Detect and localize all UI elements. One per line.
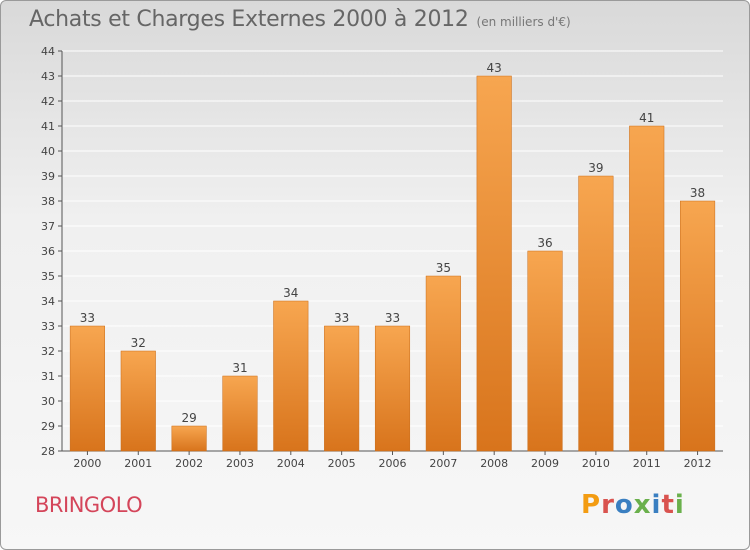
x-tick-label: 2002 [175, 457, 203, 470]
bar-2011 [629, 125, 665, 452]
x-tick-label: 2005 [328, 457, 356, 470]
y-tick-label: 28 [41, 445, 55, 458]
x-tick-label: 2000 [73, 457, 101, 470]
bar-2004 [273, 300, 309, 452]
data-label: 29 [181, 411, 196, 425]
x-tick-label: 2010 [582, 457, 610, 470]
logo-letter: o [614, 490, 634, 520]
y-tick-label: 31 [41, 370, 55, 383]
bar-2009 [527, 250, 563, 452]
y-tick-label: 41 [41, 120, 55, 133]
y-tick-label: 34 [41, 295, 55, 308]
data-label: 36 [537, 236, 552, 250]
data-label: 33 [385, 311, 400, 325]
bar-2005 [324, 325, 360, 452]
y-tick-label: 29 [41, 420, 55, 433]
logo-letter: i [674, 490, 685, 520]
bar-2002 [171, 425, 207, 452]
logo-letter: r [601, 490, 615, 520]
data-label: 32 [131, 336, 146, 350]
x-tick-label: 2006 [379, 457, 407, 470]
y-tick-label: 33 [41, 320, 55, 333]
bar-2008 [476, 75, 512, 452]
data-label: 34 [283, 286, 298, 300]
bar-2001 [120, 350, 156, 452]
x-tick-label: 2012 [684, 457, 712, 470]
bar-2007 [425, 275, 461, 452]
y-tick-label: 38 [41, 195, 55, 208]
y-tick-label: 35 [41, 270, 55, 283]
data-label: 33 [334, 311, 349, 325]
x-tick-label: 2009 [531, 457, 559, 470]
bars [69, 75, 716, 452]
proxiti-logo[interactable]: Proxiti [581, 490, 685, 520]
bar-2010 [578, 175, 614, 452]
y-tick-label: 32 [41, 345, 55, 358]
y-tick-label: 36 [41, 245, 55, 258]
logo-letter: i [651, 490, 662, 520]
data-label: 39 [588, 161, 603, 175]
bar-2003 [222, 375, 258, 452]
x-tick-label: 2004 [277, 457, 305, 470]
y-tick-label: 43 [41, 70, 55, 83]
x-tick-label: 2008 [480, 457, 508, 470]
x-tick-label: 2011 [633, 457, 661, 470]
bar-2000 [69, 325, 105, 452]
y-tick-label: 42 [41, 95, 55, 108]
y-tick-label: 37 [41, 220, 55, 233]
chart-title: Achats et Charges Externes 2000 à 2012 (e… [29, 7, 571, 32]
y-tick-label: 39 [41, 170, 55, 183]
logo-letter: P [581, 490, 602, 520]
y-tick-label: 40 [41, 145, 55, 158]
x-tick-label: 2001 [124, 457, 152, 470]
y-tick-label: 30 [41, 395, 55, 408]
data-label: 35 [436, 261, 451, 275]
bar-2006 [374, 325, 411, 452]
title-unit: (en milliers d'€) [476, 15, 571, 29]
logo-letter: x [633, 490, 652, 520]
data-label: 41 [639, 111, 654, 125]
title-text: Achats et Charges Externes 2000 à 2012 [29, 7, 469, 32]
data-label: 38 [690, 186, 705, 200]
x-tick-label: 2003 [226, 457, 254, 470]
commune-name: BRINGOLO [35, 493, 143, 517]
data-label: 31 [232, 361, 247, 375]
labels: 28 29 30 31 32 33 34 35 36 37 38 39 40 41 42 43 44 33 2000… [41, 45, 712, 470]
data-label: 43 [487, 61, 502, 75]
logo-letter: t [661, 490, 675, 520]
y-tick-label: 44 [41, 45, 55, 58]
x-tick-label: 2007 [429, 457, 457, 470]
bar-2012 [680, 200, 716, 452]
data-label: 33 [80, 311, 95, 325]
